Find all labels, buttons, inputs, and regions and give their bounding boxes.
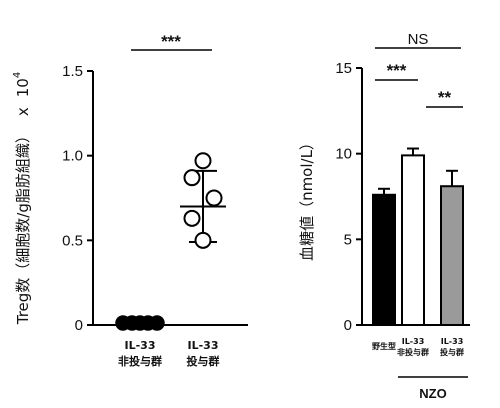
left-y-axis-multiplier: x [14,107,32,116]
nzo-group-label: NZO [419,386,446,401]
treg-scatter-panel: Treg数（細胞数/g脂肪組織） x 104 0 0.5 1.0 1.5 IL-33 非投与… [12,32,248,368]
right-y-tick-label: 15 [335,60,352,77]
right-category-line2: 投与群 [440,347,464,357]
right-bar [401,154,425,326]
right-y-tick-label: 10 [335,146,352,163]
left-category-line1: IL-33 [125,339,156,352]
right-y-tick-label: 0 [344,317,352,334]
right-significance-label: ** [438,88,452,107]
right-bar-marks [372,147,464,326]
left-y-axis-label: Treg数（細胞数/g脂肪組織） x 104 [12,72,32,325]
nzo-group-bracket: NZO [398,376,468,401]
left-significance-label: *** [161,32,181,51]
left-y-tick-label: 1.0 [62,148,83,165]
left-scatter-marks [115,152,226,331]
left-y-tick-label: 0.5 [62,232,83,249]
left-point-treated [183,209,201,227]
left-significance: *** [131,32,212,51]
left-y-axis-exp-base: 10 [14,78,32,97]
left-point-treated [205,189,223,207]
right-category-line1: IL-33 [402,337,425,346]
left-y-tick-label: 1.5 [62,63,83,80]
left-point-treated [194,152,212,170]
right-category-line1: IL-33 [441,337,464,346]
left-point-treated [194,231,212,249]
left-y-axis-label-main: Treg数（細胞数/g脂肪組織） [14,128,32,325]
right-category-line2: 非投与群 [397,347,429,357]
right-significance-label: NS [408,31,429,48]
right-significance-label: *** [387,61,407,80]
right-y-axis-label: 血糖値（nmol/L） [298,135,316,261]
left-point-treated [183,169,201,187]
right-category-line1: 野生型 [372,341,396,351]
left-category-line2: 投与群 [187,354,220,368]
right-significance: NS***** [375,31,463,108]
left-category-labels: IL-33 非投与群 IL-33 投与群 [118,339,220,368]
right-bar [372,193,396,326]
left-category-line2: 非投与群 [118,354,162,368]
left-y-axis-exp-power: 4 [12,72,23,78]
left-point-non-treated [149,315,165,331]
right-y-tick-label: 5 [344,231,352,248]
left-category-line1: IL-33 [188,339,219,352]
left-y-tick-label: 0 [75,317,83,334]
right-bar [440,185,464,326]
